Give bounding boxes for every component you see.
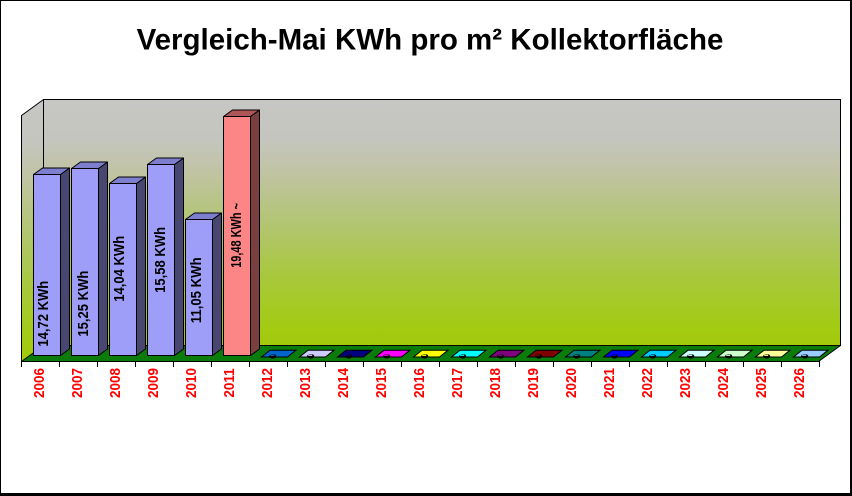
svg-text:2009: 2009: [146, 368, 163, 398]
svg-text:14,72 KWh: 14,72 KWh: [34, 281, 51, 347]
svg-text:2008: 2008: [108, 368, 125, 398]
svg-text:2014: 2014: [336, 368, 353, 398]
svg-text:2016: 2016: [412, 368, 429, 398]
svg-text:Vergleich-Mai KWh pro m² Kolle: Vergleich-Mai KWh pro m² Kollektorfläche: [137, 23, 724, 56]
svg-text:11,05 KWh: 11,05 KWh: [187, 257, 204, 323]
svg-text:2019: 2019: [526, 368, 543, 398]
svg-text:2021: 2021: [602, 368, 619, 398]
svg-text:19,48 KWh ~: 19,48 KWh ~: [227, 203, 244, 268]
svg-text:14,04 KWh: 14,04 KWh: [110, 236, 127, 302]
svg-text:15,58 KWh: 15,58 KWh: [151, 227, 168, 293]
svg-text:2020: 2020: [564, 368, 581, 398]
svg-text:2011: 2011: [222, 368, 239, 397]
svg-text:2022: 2022: [640, 368, 657, 398]
svg-text:2010: 2010: [184, 368, 201, 398]
svg-text:2023: 2023: [678, 368, 695, 398]
svg-text:2017: 2017: [450, 368, 467, 398]
svg-text:2026: 2026: [792, 368, 809, 398]
svg-text:2018: 2018: [488, 368, 505, 398]
svg-text:2012: 2012: [260, 368, 277, 398]
svg-text:2025: 2025: [754, 368, 771, 398]
svg-text:2013: 2013: [298, 368, 315, 398]
svg-text:2007: 2007: [70, 368, 87, 398]
svg-text:15,25 KWh: 15,25 KWh: [74, 271, 91, 337]
svg-text:2006: 2006: [32, 368, 49, 398]
svg-text:2024: 2024: [716, 368, 733, 398]
svg-text:2015: 2015: [374, 368, 391, 398]
